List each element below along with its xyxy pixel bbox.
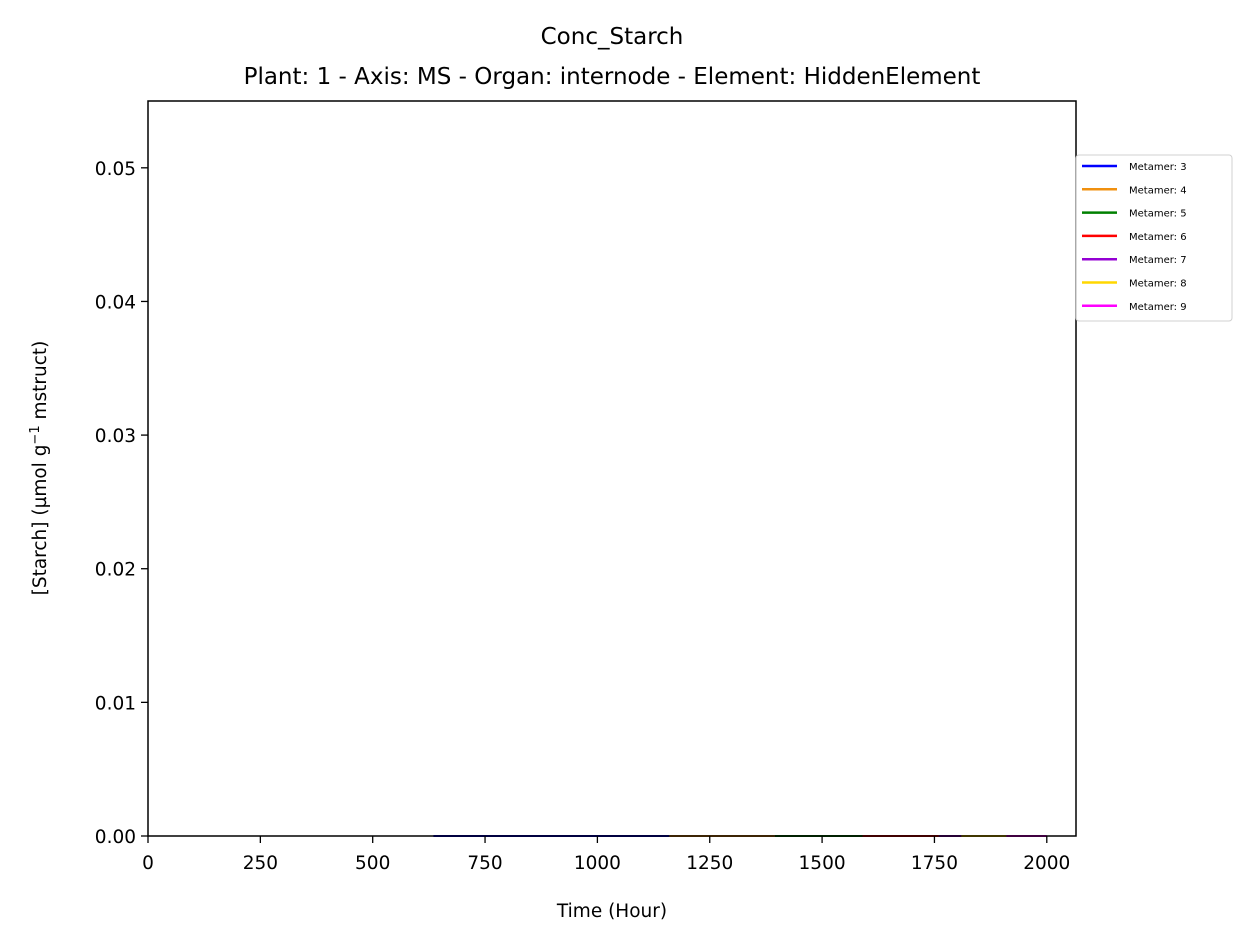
y-tick-label: 0.02 <box>95 560 136 581</box>
x-tick-label: 250 <box>243 853 278 874</box>
y-axis-ticks: 0.00 0.01 0.02 0.03 0.04 0.05 <box>95 159 148 848</box>
x-tick-label: 2000 <box>1023 853 1070 874</box>
x-axis-label: Time (Hour) <box>556 901 667 922</box>
x-tick-label: 750 <box>467 853 502 874</box>
legend-label-4: Metamer: 6 <box>1129 232 1187 243</box>
chart-title: Conc_Starch <box>541 24 684 50</box>
x-tick-label: 1250 <box>686 853 733 874</box>
x-tick-label: 0 <box>142 853 154 874</box>
plot-area-frame <box>147 100 1077 837</box>
legend-label-6: Metamer: 8 <box>1129 279 1187 290</box>
y-tick-label: 0.00 <box>95 827 136 848</box>
legend-label-3: Metamer: 5 <box>1129 209 1187 220</box>
x-tick-label: 1750 <box>911 853 958 874</box>
y-axis-label-superscript: −1 <box>28 425 43 444</box>
legend-box <box>1075 154 1233 322</box>
chart-subtitle: Plant: 1 - Axis: MS - Organ: internode -… <box>244 64 981 90</box>
y-axis-label-main: [Starch] (µmol g <box>30 445 51 596</box>
legend: Metamer: 3 Metamer: 4 Metamer: 5 Metamer: 6… <box>1075 154 1233 322</box>
legend-label-2: Metamer: 4 <box>1129 185 1187 196</box>
y-axis-label-tail: mstruct) <box>30 341 51 426</box>
legend-label-7: Metamer: 9 <box>1129 302 1187 313</box>
x-tick-label: 1000 <box>574 853 621 874</box>
legend-items: Metamer: 3 Metamer: 4 Metamer: 5 Metamer: 6… <box>1082 162 1187 313</box>
x-tick-label: 500 <box>355 853 390 874</box>
y-tick-label: 0.01 <box>95 693 136 714</box>
x-tick-label: 1500 <box>799 853 846 874</box>
y-tick-label: 0.05 <box>95 159 136 180</box>
x-axis-ticks: 0 250 500 750 1000 1250 1500 1750 2000 <box>142 836 1070 874</box>
legend-label-1: Metamer: 3 <box>1129 162 1187 173</box>
y-axis-label: [Starch] (µmol g−1 mstruct) <box>28 341 52 596</box>
legend-label-5: Metamer: 7 <box>1129 255 1187 266</box>
y-tick-label: 0.03 <box>95 426 136 447</box>
y-tick-label: 0.04 <box>95 292 136 313</box>
